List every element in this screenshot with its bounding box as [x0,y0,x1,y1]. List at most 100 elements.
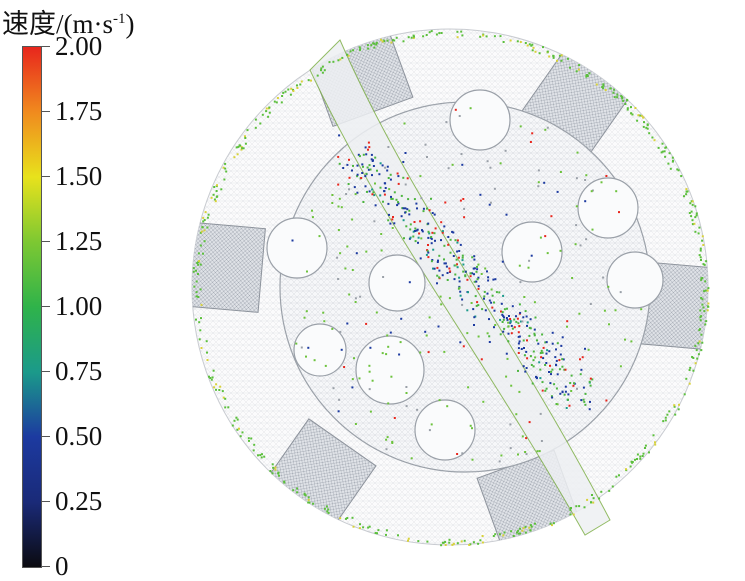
particle [701,341,704,344]
particle [676,168,679,171]
particle [559,171,562,173]
particle [517,453,519,456]
particle [287,88,290,91]
particle [282,91,285,94]
particle [584,179,587,181]
particle [402,207,405,210]
particle [545,341,548,344]
particle [404,207,407,210]
particle [583,506,586,509]
particle [526,339,528,342]
particle [202,216,205,219]
particle [369,168,372,171]
particle [371,174,373,177]
particle [454,108,457,111]
particle [331,327,334,330]
particle [386,39,389,42]
particle [528,259,531,262]
particle [261,453,263,456]
particle [583,400,586,403]
particle [598,497,601,500]
particle [359,523,361,526]
particle [481,308,484,311]
particle [521,529,524,532]
particle [197,263,200,266]
particle [427,230,430,233]
particle [404,183,407,186]
particle [601,86,604,88]
particle [510,530,513,533]
particle [490,301,493,304]
particle [561,336,564,339]
particle [699,249,702,252]
particle [458,250,461,252]
particle [338,197,341,200]
particle [380,233,383,235]
particle [439,295,442,298]
particle [362,526,365,529]
particle [385,529,388,532]
particle [448,541,451,544]
particle [624,103,627,105]
particle [548,55,551,58]
particle [308,501,311,504]
particle [544,389,547,392]
particle [356,175,359,178]
particle [502,41,505,43]
particle [391,227,394,229]
particle [561,365,564,368]
particle [203,229,206,232]
particle [239,435,242,438]
particle [541,351,544,354]
particle [482,400,485,403]
particle [200,317,202,320]
particle [626,107,629,110]
particle [348,293,351,296]
particle [589,384,592,387]
particle [584,403,587,406]
particle [416,228,419,231]
particle [369,410,372,413]
particle [460,30,463,33]
particle [213,386,216,389]
particle [337,410,340,413]
particle [692,369,695,372]
particle [634,107,637,109]
particle [707,287,710,290]
particle [516,531,518,534]
particle [685,377,688,380]
particle [296,487,299,490]
particle [424,143,427,146]
particle [667,162,670,165]
particle [413,198,416,201]
particle [393,222,396,225]
particle [400,317,403,320]
particle [323,69,326,72]
particle [345,517,347,520]
particle [260,456,263,459]
particle [586,498,589,501]
particle [421,229,423,232]
particle [420,197,423,200]
particle [524,310,527,313]
particle [265,110,268,113]
particle [566,57,569,60]
particle [407,537,410,540]
particle [454,273,457,276]
particle [639,455,642,458]
particle [368,364,371,367]
particle [588,72,591,75]
particle [409,228,412,231]
particle [691,223,694,226]
particle [448,538,451,541]
particle [331,194,334,196]
particle [291,239,294,242]
particle [507,340,510,343]
particle [215,190,218,192]
particle [578,64,581,67]
particle [387,345,390,348]
particle [466,309,469,312]
particle [391,197,394,200]
particle [337,183,340,186]
particle [323,320,326,323]
